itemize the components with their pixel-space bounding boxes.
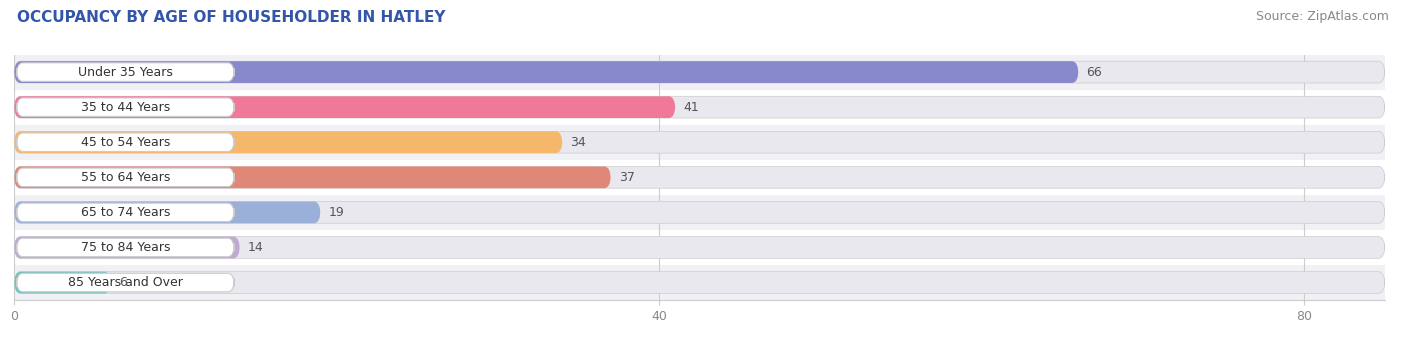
FancyBboxPatch shape (14, 61, 1078, 83)
FancyBboxPatch shape (14, 237, 1385, 258)
FancyBboxPatch shape (17, 273, 235, 292)
Text: OCCUPANCY BY AGE OF HOUSEHOLDER IN HATLEY: OCCUPANCY BY AGE OF HOUSEHOLDER IN HATLE… (17, 10, 446, 25)
FancyBboxPatch shape (14, 202, 1385, 223)
Text: 6: 6 (120, 276, 127, 289)
FancyBboxPatch shape (14, 202, 321, 223)
Text: 37: 37 (619, 171, 634, 184)
FancyBboxPatch shape (14, 96, 675, 118)
FancyBboxPatch shape (17, 168, 235, 187)
FancyBboxPatch shape (17, 63, 235, 81)
FancyBboxPatch shape (17, 203, 235, 222)
FancyBboxPatch shape (17, 238, 235, 257)
Bar (14, 55, 1385, 90)
FancyBboxPatch shape (14, 272, 1385, 293)
FancyBboxPatch shape (14, 166, 1385, 188)
Bar (14, 230, 1385, 265)
Text: 45 to 54 Years: 45 to 54 Years (80, 136, 170, 149)
Text: 41: 41 (683, 101, 699, 114)
FancyBboxPatch shape (14, 96, 1385, 118)
Bar (14, 160, 1385, 195)
FancyBboxPatch shape (14, 166, 610, 188)
Text: 65 to 74 Years: 65 to 74 Years (80, 206, 170, 219)
Text: 19: 19 (329, 206, 344, 219)
FancyBboxPatch shape (14, 272, 111, 293)
FancyBboxPatch shape (14, 131, 562, 153)
Bar (14, 90, 1385, 125)
FancyBboxPatch shape (17, 133, 235, 151)
Bar (14, 195, 1385, 230)
FancyBboxPatch shape (14, 237, 240, 258)
Text: 14: 14 (247, 241, 264, 254)
Text: Under 35 Years: Under 35 Years (77, 65, 173, 78)
Text: 85 Years and Over: 85 Years and Over (67, 276, 183, 289)
Bar (14, 265, 1385, 300)
FancyBboxPatch shape (14, 131, 1385, 153)
Text: Source: ZipAtlas.com: Source: ZipAtlas.com (1256, 10, 1389, 23)
Text: 34: 34 (571, 136, 586, 149)
FancyBboxPatch shape (17, 98, 235, 116)
Bar (14, 125, 1385, 160)
Text: 55 to 64 Years: 55 to 64 Years (80, 171, 170, 184)
Text: 75 to 84 Years: 75 to 84 Years (80, 241, 170, 254)
FancyBboxPatch shape (14, 61, 1385, 83)
Text: 35 to 44 Years: 35 to 44 Years (80, 101, 170, 114)
Text: 66: 66 (1087, 65, 1102, 78)
